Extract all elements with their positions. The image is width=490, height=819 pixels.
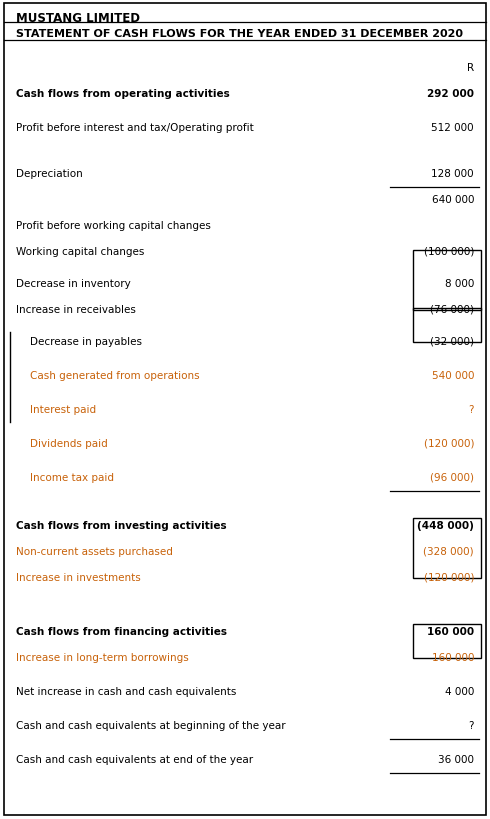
Bar [413,518,481,578]
Text: 36 000: 36 000 [438,754,474,764]
Text: (120 000): (120 000) [423,438,474,449]
Text: 540 000: 540 000 [432,370,474,381]
Text: (32 000): (32 000) [430,337,474,346]
Text: 292 000: 292 000 [427,89,474,99]
Text: ?: ? [468,405,474,414]
Text: Increase in investments: Increase in investments [16,572,141,582]
Text: (328 000): (328 000) [423,546,474,556]
Text: Working capital changes: Working capital changes [16,247,145,256]
Text: Income tax paid: Income tax paid [30,473,114,482]
Bar [413,251,481,310]
Text: Interest paid: Interest paid [30,405,96,414]
Text: (96 000): (96 000) [430,473,474,482]
Text: Decrease in payables: Decrease in payables [30,337,142,346]
Text: Cash flows from financing activities: Cash flows from financing activities [16,627,227,636]
Text: 128 000: 128 000 [431,169,474,179]
Text: (448 000): (448 000) [417,520,474,531]
Text: 640 000: 640 000 [432,195,474,205]
Text: MUSTANG LIMITED: MUSTANG LIMITED [16,12,140,25]
Text: Net increase in cash and cash equivalents: Net increase in cash and cash equivalent… [16,686,236,696]
Text: Decrease in inventory: Decrease in inventory [16,278,131,288]
Text: Cash generated from operations: Cash generated from operations [30,370,199,381]
Text: Cash and cash equivalents at beginning of the year: Cash and cash equivalents at beginning o… [16,720,286,730]
Text: Profit before interest and tax/Operating profit: Profit before interest and tax/Operating… [16,123,254,133]
Text: Cash flows from investing activities: Cash flows from investing activities [16,520,226,531]
Text: 4 000: 4 000 [444,686,474,696]
Text: Increase in long-term borrowings: Increase in long-term borrowings [16,652,189,663]
Text: Dividends paid: Dividends paid [30,438,108,449]
Text: 160 000: 160 000 [432,652,474,663]
Text: 512 000: 512 000 [431,123,474,133]
Text: Depreciation: Depreciation [16,169,83,179]
Text: R: R [467,63,474,73]
Bar [413,624,481,658]
Text: (100 000): (100 000) [424,247,474,256]
Bar [413,309,481,342]
Text: (120 000): (120 000) [423,572,474,582]
Text: Cash flows from operating activities: Cash flows from operating activities [16,89,230,99]
Text: STATEMENT OF CASH FLOWS FOR THE YEAR ENDED 31 DECEMBER 2020: STATEMENT OF CASH FLOWS FOR THE YEAR END… [16,29,463,39]
Text: 160 000: 160 000 [427,627,474,636]
Text: (76 000): (76 000) [430,305,474,314]
Text: Profit before working capital changes: Profit before working capital changes [16,221,211,231]
Text: Non-current assets purchased: Non-current assets purchased [16,546,173,556]
Text: ?: ? [468,720,474,730]
Text: Increase in receivables: Increase in receivables [16,305,136,314]
Text: 8 000: 8 000 [444,278,474,288]
Text: Cash and cash equivalents at end of the year: Cash and cash equivalents at end of the … [16,754,253,764]
